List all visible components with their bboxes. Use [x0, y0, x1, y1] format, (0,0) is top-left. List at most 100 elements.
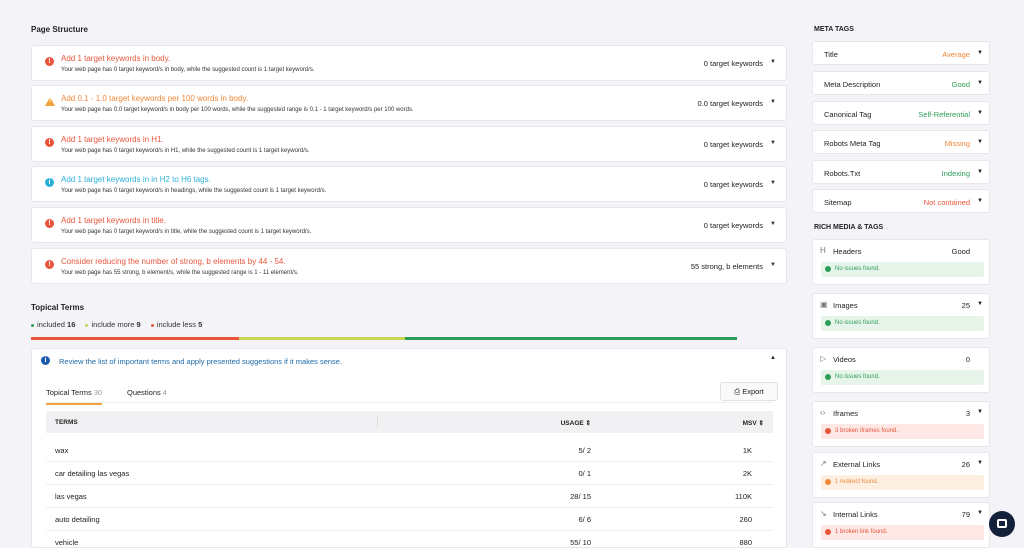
legend-label: include more [91, 320, 135, 329]
external-link-icon: ↗ [820, 459, 827, 468]
term-cell: wax [55, 446, 69, 455]
meta-label: Robots.Txt [824, 169, 861, 178]
page-structure-title: Page Structure [31, 25, 88, 34]
status-badge: No issues found. [821, 370, 984, 385]
legend-count: 16 [67, 320, 76, 329]
legend-label: include less [156, 320, 196, 329]
issue-description: Your web page has 0 target keyword/s in … [61, 188, 327, 194]
chevron-down-icon[interactable]: ▼ [770, 221, 776, 227]
rich-item-images[interactable]: ▣ Images 25 ▼ No issues found. [812, 293, 990, 339]
meta-item-title[interactable]: Title Average ▼ [812, 41, 990, 65]
issue-description: Your web page has 0 target keyword/s in … [61, 67, 315, 73]
chevron-down-icon[interactable]: ▼ [770, 59, 776, 65]
meta-item-robots-meta[interactable]: Robots Meta Tag Missing ▼ [812, 130, 990, 154]
topical-terms-title: Topical Terms [31, 303, 85, 312]
meta-item-sitemap[interactable]: Sitemap Not contained ▼ [812, 189, 990, 213]
issue-value: 0 target keywords [703, 59, 763, 68]
meta-item-description[interactable]: Meta Description Good ▼ [812, 71, 990, 95]
column-usage[interactable]: USAGE ⇕ [561, 419, 591, 427]
chevron-down-icon[interactable]: ▼ [770, 262, 776, 268]
tabs-divider [46, 402, 773, 403]
chevron-down-icon: ▼ [977, 80, 983, 86]
table-row: las vegas 28/ 15 110K [46, 485, 773, 508]
issue-value: 0.0 target keywords [697, 99, 763, 108]
chevron-down-icon[interactable]: ▼ [770, 180, 776, 186]
main-content: Page Structure ! Add 1 target keywords i… [31, 0, 787, 548]
meta-label: Robots Meta Tag [824, 139, 881, 148]
rich-label: Headers [833, 247, 862, 256]
rich-item-internal-links[interactable]: ↘ Internal Links 79 ▼ 1 broken link foun… [812, 502, 990, 548]
issue-description: Your web page has 0 target keyword/s in … [61, 148, 310, 154]
image-icon: ▣ [820, 300, 828, 309]
msv-cell: 1K [742, 446, 752, 455]
rich-value: 26 [961, 460, 970, 469]
issue-value: 55 strong, b elements [690, 262, 763, 271]
sort-icon: ⇕ [758, 420, 764, 427]
rich-item-iframes[interactable]: ‹› Iframes 3 ▼ 3 broken iframes found. [812, 401, 990, 447]
rich-item-videos[interactable]: ▷ Videos 0 No issues found. [812, 347, 990, 393]
chevron-down-icon[interactable]: ▼ [770, 140, 776, 146]
status-text: No issues found. [835, 320, 880, 326]
code-icon: ‹› [820, 408, 826, 417]
legend-count: 9 [136, 320, 141, 329]
issue-card[interactable]: ! Add 1 target keywords in H1. Your web … [31, 126, 787, 162]
chat-icon [997, 519, 1007, 528]
export-icon: ⎙ [734, 387, 741, 396]
status-text: No issues found. [835, 374, 880, 380]
issue-description: Your web page has 0.0 target keyword/s i… [61, 107, 414, 113]
issue-title: Add 1 target keywords in in H2 to H6 tag… [61, 175, 211, 184]
error-icon: ! [45, 260, 54, 269]
sidebar: META TAGS Title Average ▼ Meta Descripti… [812, 0, 990, 548]
chat-button[interactable] [989, 511, 1015, 537]
msv-cell: 2K [742, 469, 752, 478]
msv-cell: 110K [735, 492, 752, 501]
issue-value: 0 target keywords [703, 140, 763, 149]
issue-card[interactable]: ! Add 0.1 - 1.0 target keywords per 100 … [31, 85, 787, 121]
column-msv[interactable]: MSV ⇕ [743, 419, 764, 427]
column-terms: TERMS [55, 419, 78, 426]
error-icon [825, 428, 831, 434]
rich-value: 79 [961, 510, 970, 519]
issue-description: Your web page has 55 strong, b element/s… [61, 270, 299, 276]
terms-legend: included 16 include more 9 include less … [31, 320, 210, 329]
chevron-up-icon[interactable]: ▲ [770, 355, 776, 361]
legend-count: 5 [198, 320, 203, 329]
meta-value: Good [951, 80, 970, 89]
table-row: wax 5/ 2 1K [46, 439, 773, 462]
issue-card[interactable]: ! Consider reducing the number of strong… [31, 248, 787, 284]
rich-value: 25 [961, 301, 970, 310]
issue-card[interactable]: i Add 1 target keywords in in H2 to H6 t… [31, 166, 787, 202]
rich-item-external-links[interactable]: ↗ External Links 26 ▼ 1 redirect found. [812, 452, 990, 498]
export-button[interactable]: ⎙ Export [720, 382, 778, 401]
table-row: vehicle 55/ 10 880 [46, 531, 773, 548]
include-more-dot [85, 323, 89, 327]
term-cell: car detailing las vegas [55, 469, 130, 478]
msv-cell: 880 [739, 538, 752, 547]
meta-item-robots-txt[interactable]: Robots.Txt Indexing ▼ [812, 160, 990, 184]
chevron-down-icon: ▼ [977, 301, 983, 307]
info-message: Review the list of important terms and a… [59, 357, 343, 366]
usage-cell: 5/ 2 [578, 446, 591, 455]
status-badge: No issues found. [821, 316, 984, 331]
warning-icon [825, 479, 831, 485]
issue-value: 0 target keywords [703, 180, 763, 189]
status-badge: 1 broken link found. [821, 525, 984, 540]
status-text: 1 broken link found. [835, 529, 888, 535]
meta-label: Meta Description [824, 80, 881, 89]
chevron-down-icon[interactable]: ▼ [770, 99, 776, 105]
bar-include-more [239, 337, 405, 340]
status-badge: No issues found. [821, 262, 984, 277]
rich-item-headers[interactable]: H Headers Good No issues found. [812, 239, 990, 285]
chevron-down-icon: ▼ [977, 460, 983, 466]
meta-item-canonical[interactable]: Canonical Tag Self-Referential ▼ [812, 101, 990, 125]
tab-questions[interactable]: Questions 4 [127, 388, 167, 397]
column-msv-label: MSV [742, 420, 757, 427]
error-icon: ! [45, 57, 54, 66]
issue-title: Add 1 target keywords in H1. [61, 135, 164, 144]
tab-topical-terms[interactable]: Topical Terms 30 [46, 388, 103, 405]
issue-card[interactable]: ! Add 1 target keywords in body. Your we… [31, 45, 787, 81]
meta-value: Missing [944, 139, 970, 148]
meta-value: Self-Referential [918, 110, 970, 119]
video-icon: ▷ [820, 354, 827, 363]
issue-card[interactable]: ! Add 1 target keywords in title. Your w… [31, 207, 787, 243]
